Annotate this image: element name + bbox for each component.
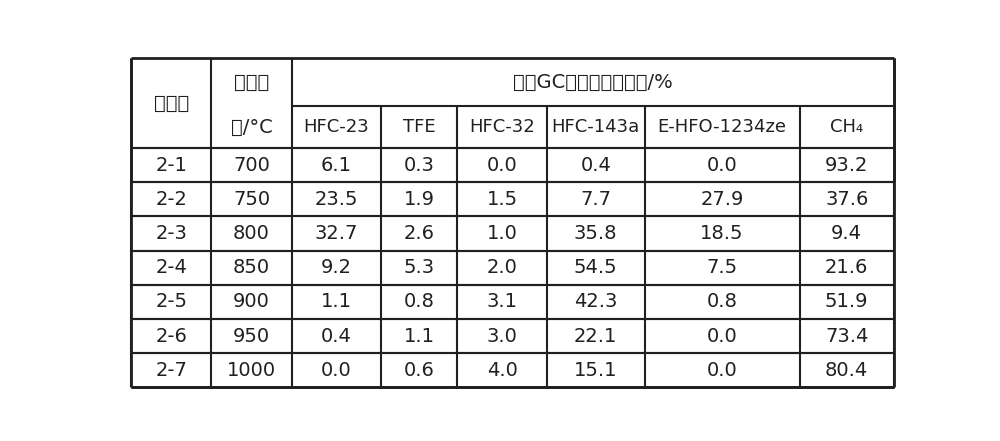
Text: 15.1: 15.1 [574, 361, 617, 380]
Text: 1.1: 1.1 [321, 292, 352, 311]
Text: HFC-23: HFC-23 [304, 118, 369, 136]
Text: CH₄: CH₄ [830, 118, 863, 136]
Text: 1000: 1000 [227, 361, 276, 380]
Text: 9.2: 9.2 [321, 258, 352, 277]
Text: 2.0: 2.0 [487, 258, 517, 277]
Text: 2-6: 2-6 [155, 327, 187, 346]
Text: 1.0: 1.0 [487, 224, 517, 243]
Text: 0.8: 0.8 [707, 292, 738, 311]
Text: 42.3: 42.3 [574, 292, 617, 311]
Text: 800: 800 [233, 224, 270, 243]
Text: 0.0: 0.0 [707, 327, 737, 346]
Text: 1.9: 1.9 [404, 190, 435, 209]
Text: 7.5: 7.5 [707, 258, 738, 277]
Text: 93.2: 93.2 [825, 156, 868, 175]
Text: 900: 900 [233, 292, 270, 311]
Text: 950: 950 [233, 327, 270, 346]
Text: 6.1: 6.1 [321, 156, 352, 175]
Text: 2-3: 2-3 [155, 224, 187, 243]
Text: 3.0: 3.0 [487, 327, 517, 346]
Text: HFC-143a: HFC-143a [552, 118, 640, 136]
Text: 2-5: 2-5 [155, 292, 187, 311]
Text: 73.4: 73.4 [825, 327, 868, 346]
Text: 51.9: 51.9 [825, 292, 868, 311]
Text: 32.7: 32.7 [315, 224, 358, 243]
Text: 0.3: 0.3 [404, 156, 435, 175]
Text: 23.5: 23.5 [315, 190, 358, 209]
Text: 1.5: 1.5 [486, 190, 518, 209]
Text: 22.1: 22.1 [574, 327, 617, 346]
Text: HFC-32: HFC-32 [469, 118, 535, 136]
Text: 实施例: 实施例 [154, 93, 189, 112]
Text: 0.0: 0.0 [707, 156, 737, 175]
Text: 5.3: 5.3 [404, 258, 435, 277]
Text: 0.0: 0.0 [321, 361, 352, 380]
Text: 2-4: 2-4 [155, 258, 187, 277]
Text: 750: 750 [233, 190, 270, 209]
Text: 21.6: 21.6 [825, 258, 868, 277]
Text: 80.4: 80.4 [825, 361, 868, 380]
Text: 0.4: 0.4 [321, 327, 352, 346]
Text: 2-1: 2-1 [155, 156, 187, 175]
Text: 2-2: 2-2 [155, 190, 187, 209]
Text: 700: 700 [233, 156, 270, 175]
Text: 54.5: 54.5 [574, 258, 618, 277]
Text: 3.1: 3.1 [487, 292, 518, 311]
Text: 37.6: 37.6 [825, 190, 868, 209]
Text: 度/°C: 度/°C [231, 118, 272, 137]
Text: 18.5: 18.5 [700, 224, 744, 243]
Text: 4.0: 4.0 [487, 361, 517, 380]
Text: 7.7: 7.7 [580, 190, 611, 209]
Text: 2-7: 2-7 [155, 361, 187, 380]
Text: 9.4: 9.4 [831, 224, 862, 243]
Text: 27.9: 27.9 [700, 190, 744, 209]
Text: 35.8: 35.8 [574, 224, 617, 243]
Text: 0.0: 0.0 [487, 156, 517, 175]
Text: 1.1: 1.1 [404, 327, 435, 346]
Text: E-HFO-1234ze: E-HFO-1234ze [658, 118, 787, 136]
Text: 0.0: 0.0 [707, 361, 737, 380]
Text: 850: 850 [233, 258, 270, 277]
Text: 2.6: 2.6 [404, 224, 435, 243]
Text: 0.4: 0.4 [580, 156, 611, 175]
Text: 产物GC峰面积百分组成/%: 产物GC峰面积百分组成/% [513, 73, 673, 92]
Text: 0.6: 0.6 [404, 361, 435, 380]
Text: TFE: TFE [403, 118, 436, 136]
Text: 反应温: 反应温 [234, 73, 269, 92]
Text: 0.8: 0.8 [404, 292, 435, 311]
